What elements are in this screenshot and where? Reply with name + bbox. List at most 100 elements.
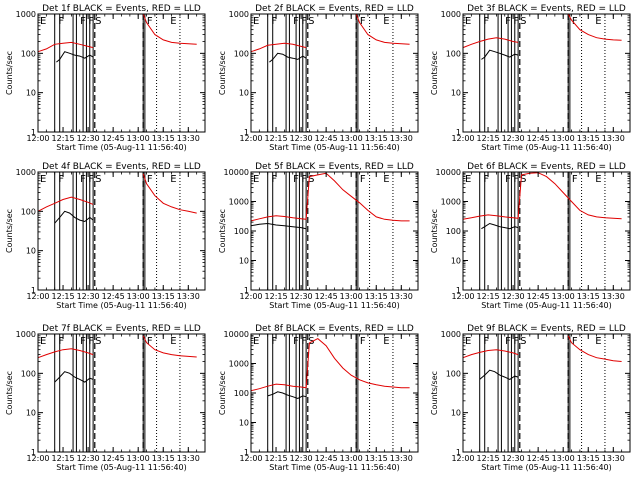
flag-label: S [308,16,314,27]
panel-title: Det 1f BLACK = Events, RED = LLD [42,4,201,14]
x-tick-label: 13:15 [577,292,600,301]
x-tick-label: 12:00 [239,454,262,463]
panel-title: Det 6f BLACK = Events, RED = LLD [467,162,626,172]
y-axis-label: Counts/sec [430,51,439,95]
x-tick-label: 13:00 [552,454,575,463]
flag-label: S [520,336,526,347]
y-tick-label: 1000 [229,198,249,207]
flag-label: E [253,174,259,185]
x-tick-label: 13:00 [340,292,363,301]
x-axis-label: Start Time (05-Aug-11 11:56:40) [481,143,612,152]
x-tick-label: 12:30 [502,134,525,143]
flag-label: E [170,16,176,27]
x-tick-label: 12:00 [451,134,474,143]
x-tick-label: 13:30 [390,292,413,301]
flag-label: F [58,174,64,185]
plot-frame [250,13,419,133]
x-tick-label: 12:45 [315,454,338,463]
x-tick-label: 13:30 [390,134,413,143]
flag-label: E [253,16,259,27]
panel-title: Det 7f BLACK = Events, RED = LLD [42,324,201,334]
x-tick-label: 13:00 [127,292,150,301]
y-axis-label: Counts/sec [218,371,227,415]
y-tick-label: 1 [244,286,249,295]
panel-title: Det 5f BLACK = Events, RED = LLD [255,162,414,172]
x-tick-label: 12:00 [451,454,474,463]
x-tick-label: 12:15 [52,134,75,143]
panel-title: Det 4f BLACK = Events, RED = LLD [42,162,201,172]
flag-label: F [513,16,519,27]
series-line-events [56,51,94,63]
flag-label: S [95,174,101,185]
y-tick-label: 1 [244,128,249,137]
y-tick-label: 100 [234,49,249,58]
x-tick-label: 12:30 [502,292,525,301]
y-tick-label: 1000 [229,10,249,19]
flag-label: F [88,16,94,27]
flag-label: F [483,16,489,27]
x-tick-label: 12:45 [102,454,125,463]
y-tick-label: 1 [456,448,461,457]
flag-label: E [170,336,176,347]
panel-title: Det 8f BLACK = Events, RED = LLD [255,324,414,334]
series-line-events [250,222,307,230]
x-axis-label: Start Time (05-Aug-11 11:56:40) [56,463,187,472]
flag-label: F [88,336,94,347]
flag-label: F [271,336,277,347]
flag-label: E [170,174,176,185]
series-line-lld [37,196,94,212]
x-tick-label: 13:15 [577,134,600,143]
y-axis-label: Counts/sec [218,209,227,253]
flag-label: F [301,174,307,185]
x-tick-label: 13:00 [552,292,575,301]
x-tick-label: 12:30 [290,454,313,463]
plot-frame [37,13,206,133]
flag-label: E [383,336,389,347]
flag-label: F [360,16,366,27]
flag-label: F [360,336,366,347]
x-tick-label: 13:30 [177,134,200,143]
y-axis-label: Counts/sec [430,209,439,253]
x-tick-label: 13:30 [390,454,413,463]
x-axis-label: Start Time (05-Aug-11 11:56:40) [481,301,612,310]
flag-label: F [505,174,511,185]
x-tick-label: 12:45 [102,134,125,143]
x-tick-label: 13:00 [127,134,150,143]
x-axis-label: Start Time (05-Aug-11 11:56:40) [269,143,400,152]
x-tick-label: 12:00 [239,292,262,301]
x-tick-label: 13:00 [127,454,150,463]
x-tick-label: 13:30 [177,454,200,463]
flag-label: F [483,336,489,347]
y-tick-label: 10 [451,89,461,98]
y-tick-label: 10000 [436,168,461,177]
y-tick-label: 10000 [224,330,249,339]
y-tick-label: 10 [239,257,249,266]
flag-label: F [301,336,307,347]
x-tick-label: 12:00 [26,454,49,463]
flag-label: E [253,336,259,347]
flag-label: F [293,16,299,27]
flag-label: F [572,16,578,27]
y-tick-label: 100 [21,49,36,58]
panel-title: Det 9f BLACK = Events, RED = LLD [467,324,626,334]
plot-frame [462,333,631,453]
x-tick-label: 13:30 [602,292,625,301]
y-axis-label: Counts/sec [5,371,14,415]
series-line-lld [355,13,410,45]
y-axis-label: Counts/sec [218,51,227,95]
y-tick-label: 1000 [16,10,36,19]
x-tick-label: 12:30 [77,292,100,301]
x-tick-label: 12:45 [527,292,550,301]
x-tick-label: 13:30 [177,292,200,301]
y-tick-label: 100 [234,389,249,398]
flag-label: E [465,174,471,185]
x-tick-label: 13:30 [602,134,625,143]
y-tick-label: 100 [446,369,461,378]
panel-title: Det 2f BLACK = Events, RED = LLD [255,4,414,14]
series-line-lld [462,349,519,359]
y-tick-label: 10000 [224,168,249,177]
flag-label: S [95,336,101,347]
